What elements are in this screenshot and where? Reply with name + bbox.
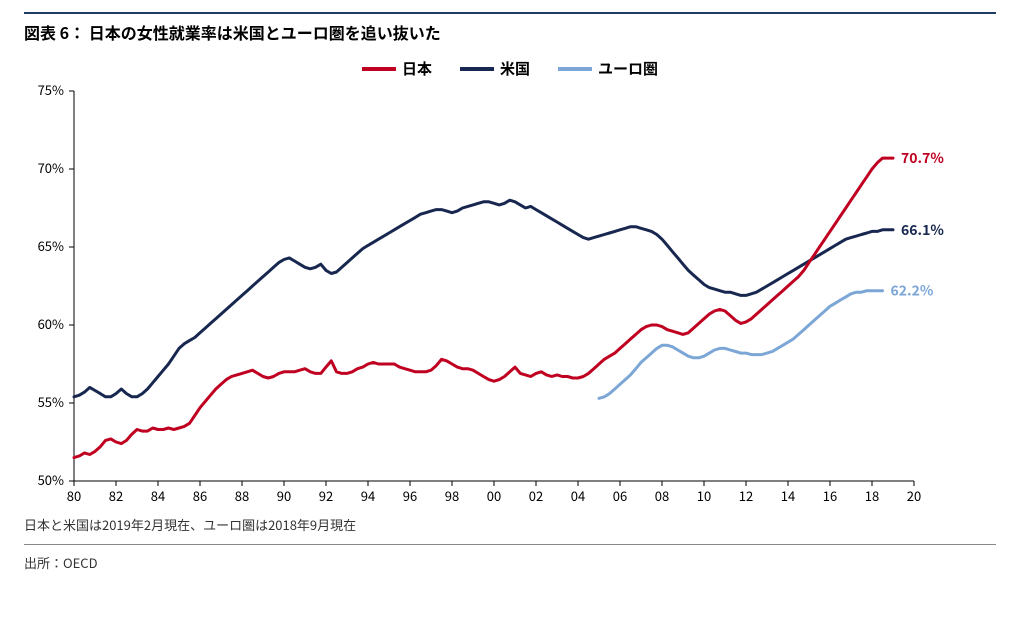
chart-title: 図表 6： 日本の女性就業率は米国とユーロ圏を追い抜いた (24, 12, 996, 44)
svg-text:65%: 65% (38, 236, 64, 255)
svg-text:94: 94 (361, 486, 375, 505)
svg-text:75%: 75% (38, 81, 64, 99)
chart-svg: 50% 55% 60% 65% 70% 75% 80 82 84 86 88 90 92 94 96 98 00… (24, 81, 984, 511)
legend-swatch-us (460, 67, 494, 71)
chart-page: 図表 6： 日本の女性就業率は米国とユーロ圏を追い抜いた 日本 米国 ユーロ圏 … (0, 0, 1020, 618)
svg-text:90: 90 (277, 486, 291, 505)
svg-text:00: 00 (487, 486, 501, 505)
end-label-us: 66.1% (901, 220, 944, 240)
chart-source: 出所：OECD (24, 544, 996, 572)
legend-label-euro: ユーロ圏 (598, 58, 658, 79)
svg-text:12: 12 (739, 486, 753, 505)
svg-text:60%: 60% (38, 314, 64, 333)
chart-plot: 50% 55% 60% 65% 70% 75% 80 82 84 86 88 90 92 94 96 98 00… (24, 81, 984, 511)
svg-text:06: 06 (613, 486, 627, 505)
legend-item-us: 米国 (460, 58, 530, 79)
svg-text:92: 92 (319, 486, 333, 505)
svg-text:14: 14 (781, 486, 795, 505)
svg-text:16: 16 (823, 486, 837, 505)
legend-swatch-japan (362, 67, 396, 71)
end-label-euro: 62.2% (891, 281, 934, 301)
chart-legend: 日本 米国 ユーロ圏 (24, 58, 996, 79)
svg-text:96: 96 (403, 486, 417, 505)
svg-text:80: 80 (67, 486, 81, 505)
legend-label-us: 米国 (500, 58, 530, 79)
svg-text:02: 02 (529, 486, 543, 505)
svg-text:88: 88 (235, 486, 249, 505)
svg-text:18: 18 (865, 486, 879, 505)
series-euro (599, 291, 883, 399)
svg-text:82: 82 (109, 486, 123, 505)
legend-item-euro: ユーロ圏 (558, 58, 658, 79)
series-us (74, 200, 893, 397)
svg-text:55%: 55% (38, 392, 64, 411)
legend-item-japan: 日本 (362, 58, 432, 79)
svg-text:50%: 50% (38, 470, 64, 489)
svg-text:20: 20 (907, 486, 921, 505)
legend-swatch-euro (558, 67, 592, 71)
svg-text:70%: 70% (38, 158, 64, 177)
svg-text:84: 84 (151, 486, 165, 505)
svg-text:98: 98 (445, 486, 459, 505)
svg-text:04: 04 (571, 486, 585, 505)
end-label-japan: 70.7% (901, 148, 944, 168)
svg-text:10: 10 (697, 486, 711, 505)
svg-text:08: 08 (655, 486, 669, 505)
svg-text:86: 86 (193, 486, 207, 505)
chart-footnote: 日本と米国は2019年2月現在、ユーロ圏は2018年9月現在 (24, 515, 996, 534)
legend-label-japan: 日本 (402, 58, 432, 79)
